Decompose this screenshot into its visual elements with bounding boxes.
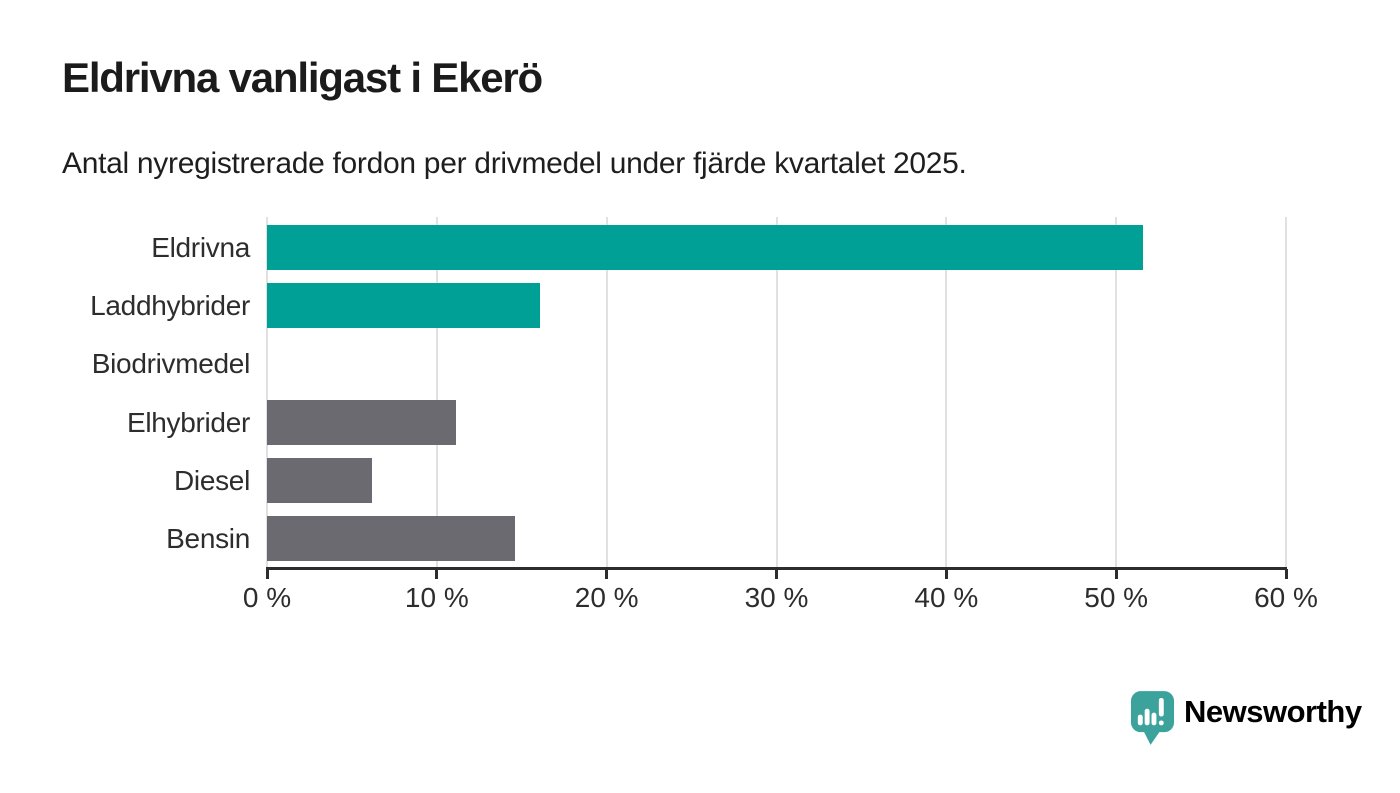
bar-bensin [267,516,515,562]
axis-tick-label: 20 % [574,582,639,613]
category-label: Eldrivna [151,231,250,263]
plot-area [265,217,1288,579]
axis-tick-label: 50 % [1084,582,1149,613]
axis-tick-label: 40 % [914,582,979,613]
bar-elhybrider [267,399,456,445]
axis-tick [435,569,439,579]
gridline [775,217,778,567]
chart-title: Eldrivna vanligast i Ekerö [62,54,543,101]
axis-tick [1114,569,1118,579]
gridline [266,217,268,567]
category-label: Laddhybrider [90,290,250,321]
axis-tick [1284,569,1288,579]
chart-subtitle: Antal nyregistrerade fordon per drivmede… [62,147,967,180]
gridline [1115,217,1118,567]
bar-diesel [267,458,373,503]
axis-tick [605,569,609,579]
newsworthy-logo-icon [1130,691,1175,745]
axis-tick [265,569,269,579]
bar-laddhybrider [267,283,541,328]
gridline [1285,217,1287,567]
axis-tick [775,569,778,579]
axis-tick [944,569,948,579]
newsworthy-logo: Newsworthy [1130,690,1362,746]
bar-eldrivna [267,224,1144,270]
x-axis-line [266,567,1287,570]
gridline [605,217,608,567]
axis-tick-label: 10 % [404,582,469,613]
newsworthy-logo-text: Newsworthy [1184,694,1362,729]
gridline [435,217,438,567]
axis-tick-label: 30 % [744,582,809,613]
category-label: Bensin [166,523,250,555]
axis-tick-label: 60 % [1254,582,1318,613]
category-label: Diesel [173,465,250,496]
axis-tick-label: 0 % [242,582,292,613]
category-label: Elhybrider [126,406,250,438]
category-label: Biodrivmedel [91,348,251,380]
gridline [945,217,948,567]
